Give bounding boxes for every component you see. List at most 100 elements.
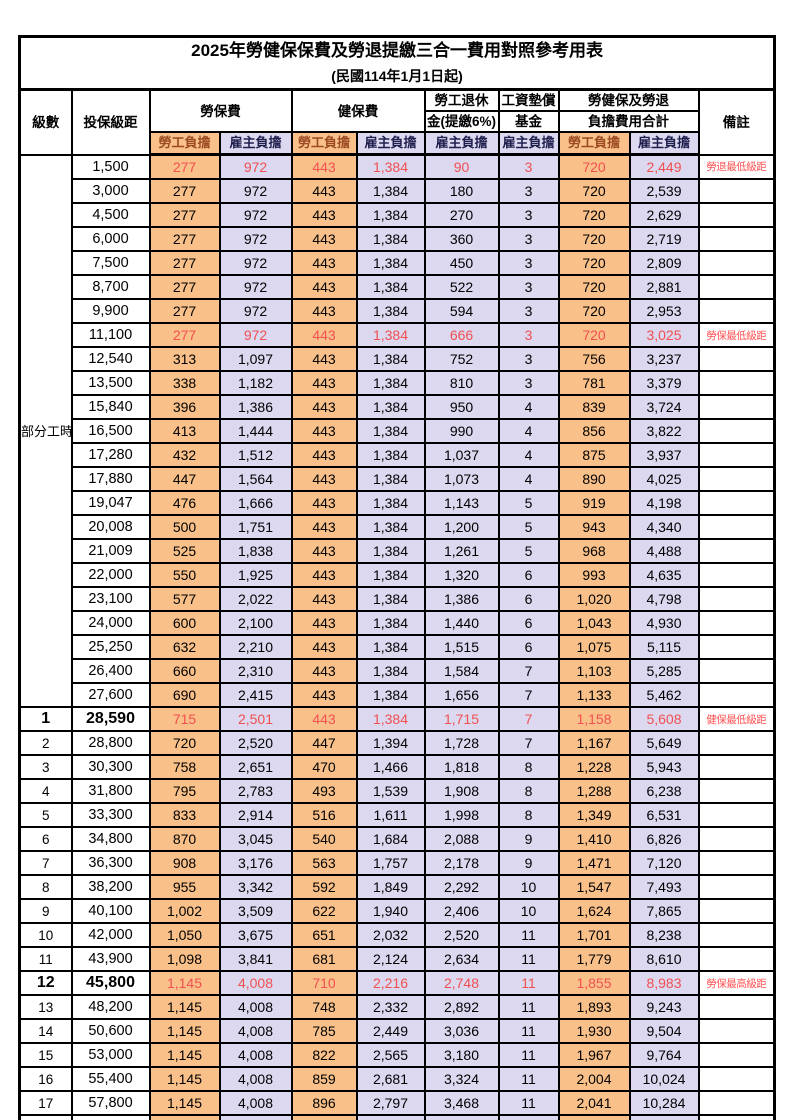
cell-labor-employer: 2,914 [218,802,293,828]
cell-note [697,466,776,492]
cell-health-worker: 470 [290,754,358,780]
cell-labor-worker: 660 [148,658,221,684]
cell-health-employer: 1,384 [355,226,426,252]
cell-note [697,1090,776,1116]
cell-insured-bracket: 6,000 [70,226,151,252]
cell-wagefund-employer: 9 [497,826,560,852]
cell-note [697,946,776,972]
cell-labor-worker: 758 [148,754,221,780]
cell-level: 15 [18,1042,73,1068]
cell-insured-bracket: 3,000 [70,178,151,204]
cell-total-worker: 943 [557,514,631,540]
cell-note [697,418,776,444]
cell-health-employer: 1,384 [355,538,426,564]
cell-insured-bracket: 23,100 [70,586,151,612]
table-row: 13,500 338 1,182 443 1,384 810 3 781 3,379 [20,370,776,396]
cell-total-employer: 3,237 [628,346,700,372]
cell-labor-worker: 338 [148,370,221,396]
cell-insured-bracket: 21,009 [70,538,151,564]
cell-health-worker: 785 [290,1018,358,1044]
cell-pension-employer: 2,634 [423,946,500,972]
cell-pension-employer: 1,715 [423,706,500,732]
cell-total-worker: 1,158 [557,706,631,732]
cell-wagefund-employer: 7 [497,682,560,708]
table-row: 3,000 277 972 443 1,384 180 3 720 2,539 [20,178,776,204]
cell-insured-bracket: 28,590 [70,706,151,732]
cell-insured-bracket: 60,800 [70,1114,151,1120]
cell-total-worker: 1,547 [557,874,631,900]
cell-total-worker: 720 [557,322,631,348]
cell-labor-employer: 1,564 [218,466,293,492]
cell-labor-employer: 4,008 [218,1066,293,1092]
cell-pension-employer: 666 [423,322,500,348]
cell-labor-employer: 972 [218,298,293,324]
cell-labor-worker: 1,145 [148,1066,221,1092]
cell-labor-worker: 600 [148,610,221,636]
cell-labor-worker: 577 [148,586,221,612]
table-row: 4 31,800 795 2,783 493 1,539 1,908 8 1,288 6,238 [18,778,776,804]
cell-level: 9 [18,898,73,924]
cell-labor-worker: 525 [148,538,221,564]
cell-health-employer: 1,384 [355,202,426,228]
cell-wagefund-employer: 3 [497,226,560,252]
cell-total-employer: 5,115 [628,634,700,660]
cell-pension-employer: 522 [423,274,500,300]
cell-health-employer: 1,384 [355,634,426,660]
page-subtitle: (民國114年1月1日起) [331,68,463,84]
cell-total-employer: 2,539 [628,178,700,204]
table-row: 24,000 600 2,100 443 1,384 1,440 6 1,043 4,930 [20,610,776,636]
cell-health-worker: 443 [290,706,358,732]
cell-labor-worker: 1,050 [148,922,221,948]
cell-health-employer: 2,942 [355,1114,426,1120]
cell-level: 2 [18,730,73,756]
cell-labor-worker: 1,145 [148,994,221,1020]
cell-insured-bracket: 43,900 [70,946,151,972]
cell-health-employer: 1,757 [355,850,426,876]
cell-insured-bracket: 34,800 [70,826,151,852]
cell-level: 7 [18,850,73,876]
cell-pension-employer: 3,324 [423,1066,500,1092]
cell-note [697,346,776,372]
cell-note: 勞退最低級距 [697,153,776,180]
cell-labor-worker: 277 [148,202,221,228]
table-row: 6 34,800 870 3,045 540 1,684 2,088 9 1,410 6,826 [18,826,776,852]
cell-note [697,682,776,708]
cell-insured-bracket: 15,840 [70,394,151,420]
cell-health-employer: 1,611 [355,802,426,828]
cell-level: 3 [18,754,73,780]
col-header-wagefund-line1: 工資墊償 [497,88,560,112]
cell-total-worker: 781 [557,370,631,396]
cell-wagefund-employer: 7 [497,706,560,732]
cell-health-worker: 443 [290,370,358,396]
cell-note [697,250,776,276]
cell-health-worker: 443 [290,202,358,228]
cell-note [697,1066,776,1092]
cell-level: 5 [18,802,73,828]
cell-insured-bracket: 45,800 [70,970,151,996]
cell-pension-employer: 1,728 [423,730,500,756]
cell-labor-worker: 500 [148,514,221,540]
cell-note [697,1042,776,1068]
cell-wagefund-employer: 10 [497,874,560,900]
cell-pension-employer: 1,200 [423,514,500,540]
cell-total-worker: 1,701 [557,922,631,948]
cell-wagefund-employer: 11 [497,1090,560,1116]
cell-labor-employer: 972 [218,153,293,180]
cell-labor-worker: 1,145 [148,970,221,996]
cell-total-employer: 2,629 [628,202,700,228]
cell-wagefund-employer: 7 [497,658,560,684]
cell-labor-worker: 550 [148,562,221,588]
cell-note: 健保最低級距 [697,706,776,732]
cell-health-employer: 1,384 [355,322,426,348]
cell-labor-worker: 313 [148,346,221,372]
cell-health-worker: 516 [290,802,358,828]
table-row: 27,600 690 2,415 443 1,384 1,656 7 1,133 5,462 [20,682,776,708]
cell-wagefund-employer: 6 [497,586,560,612]
cell-insured-bracket: 9,900 [70,298,151,324]
col-header-total-line2: 負擔費用合計 [557,110,700,133]
table-row: 部分工時 1,500 277 972 443 1,384 90 3 720 2,449 勞退最低級距 [18,153,776,708]
cell-wagefund-employer: 9 [497,850,560,876]
cell-health-employer: 1,849 [355,874,426,900]
table-row: 15 53,000 1,145 4,008 822 2,565 3,180 11 1,967 9,… [18,1042,776,1068]
cell-pension-employer: 2,292 [423,874,500,900]
